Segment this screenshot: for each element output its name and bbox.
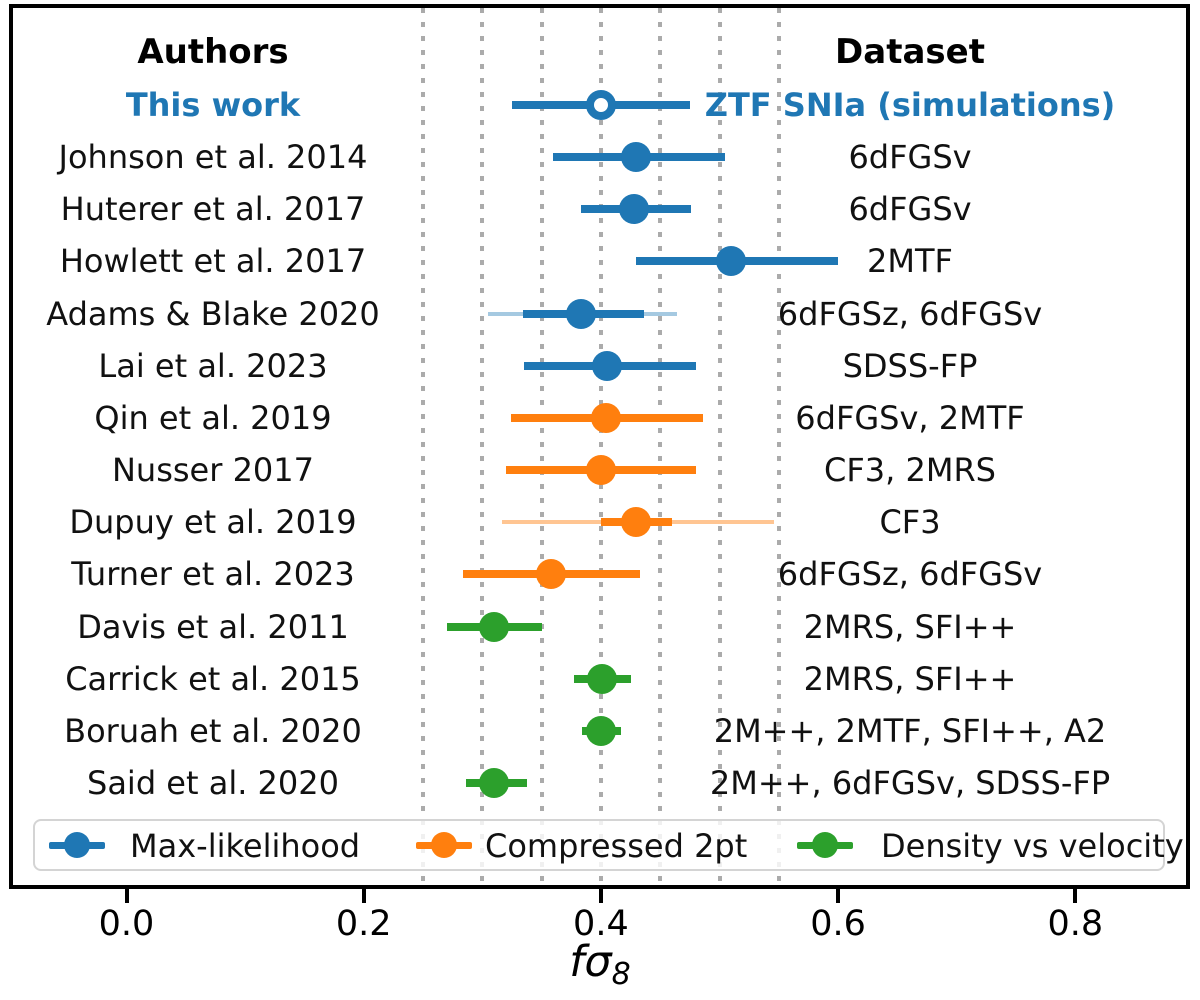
data-point-marker [585, 455, 616, 486]
data-point-marker [590, 402, 621, 433]
data-point-marker [621, 507, 652, 538]
author-label: Qin et al. 2019 [94, 398, 332, 437]
x-axis-tick-label: 0.4 [573, 904, 629, 944]
gridline [776, 8, 781, 885]
dataset-label: 2MTF [867, 242, 953, 281]
x-axis-tick-label: 0.6 [810, 904, 866, 944]
x-axis-label-symbol: fσ [569, 937, 612, 987]
dataset-label: 6dFGSv [848, 138, 972, 177]
compressed-2pt-legend-marker-icon [431, 832, 457, 858]
authors-column-header: Authors [137, 32, 289, 72]
data-point-marker [619, 194, 650, 225]
author-label: Davis et al. 2011 [77, 607, 349, 646]
max-likelihood-legend-marker-icon [64, 832, 90, 858]
legend-label: Max-likelihood [130, 827, 361, 865]
dataset-label: 2MRS, SFI++ [803, 659, 1017, 698]
dataset-label: CF3, 2MRS [824, 451, 996, 490]
author-label: Howlett et al. 2017 [59, 242, 367, 281]
x-axis-tick-label: 0.8 [1047, 904, 1104, 944]
dataset-label: 2M++, 2MTF, SFI++, A2 [713, 711, 1107, 750]
author-label: Dupuy et al. 2019 [69, 503, 357, 542]
author-label: This work [125, 86, 301, 124]
x-axis-tick [1073, 889, 1078, 903]
x-axis-tick [598, 889, 603, 903]
data-point-marker [587, 663, 618, 694]
author-label: Carrick et al. 2015 [65, 659, 361, 698]
x-axis-label-subscript: 8 [611, 957, 631, 992]
gridline [598, 8, 603, 885]
dataset-label: 2M++, 6dFGSv, SDSS-FP [709, 763, 1111, 802]
dataset-label: 6dFGSz, 6dFGSv [777, 294, 1043, 333]
dataset-column-header: Dataset [835, 32, 985, 72]
legend: Max-likelihood Compressed 2pt Density vs v… [33, 819, 1184, 871]
dataset-label: 6dFGSv, 2MTF [795, 398, 1025, 437]
author-label: Said et al. 2020 [87, 763, 339, 802]
gridline [539, 8, 544, 885]
density-velocity-legend-marker-icon [812, 832, 838, 858]
gridline [480, 8, 485, 885]
dataset-label: 6dFGSv [848, 190, 972, 229]
dataset-label: CF3 [879, 503, 941, 542]
gridline [421, 8, 425, 885]
legend-label: Density vs velocity [881, 827, 1184, 865]
author-label: Lai et al. 2023 [98, 346, 328, 385]
author-label: Turner et al. 2023 [71, 555, 355, 594]
author-label: Boruah et al. 2020 [64, 711, 362, 750]
author-label: Huterer et al. 2017 [60, 190, 366, 229]
x-axis-tick [124, 889, 129, 903]
data-point-marker [585, 715, 616, 746]
dataset-label: ZTF SNIa (simulations) [704, 86, 1116, 124]
data-point-marker [479, 767, 510, 798]
x-axis-label: fσ8 [480, 940, 720, 997]
data-point-marker [716, 246, 747, 277]
x-axis-tick-label: 0.0 [98, 904, 155, 944]
x-axis-tick [836, 889, 841, 903]
x-axis-tick-label: 0.2 [335, 904, 392, 944]
data-point-marker [591, 350, 622, 381]
data-point-marker [621, 142, 652, 173]
data-point-marker [565, 298, 596, 329]
data-point-marker [585, 90, 616, 120]
gridline [717, 8, 722, 885]
author-label: Adams & Blake 2020 [46, 294, 380, 333]
legend-label: Compressed 2pt [485, 827, 748, 865]
dataset-label: 6dFGSz, 6dFGSv [777, 555, 1043, 594]
dataset-label: 2MRS, SFI++ [803, 607, 1017, 646]
dataset-label: SDSS-FP [842, 346, 978, 385]
data-point-marker [479, 611, 510, 642]
x-axis-tick [361, 889, 366, 903]
author-label: Nusser 2017 [111, 451, 314, 490]
author-label: Johnson et al. 2014 [58, 138, 368, 177]
data-point-marker [536, 559, 567, 590]
gridline [658, 8, 663, 885]
